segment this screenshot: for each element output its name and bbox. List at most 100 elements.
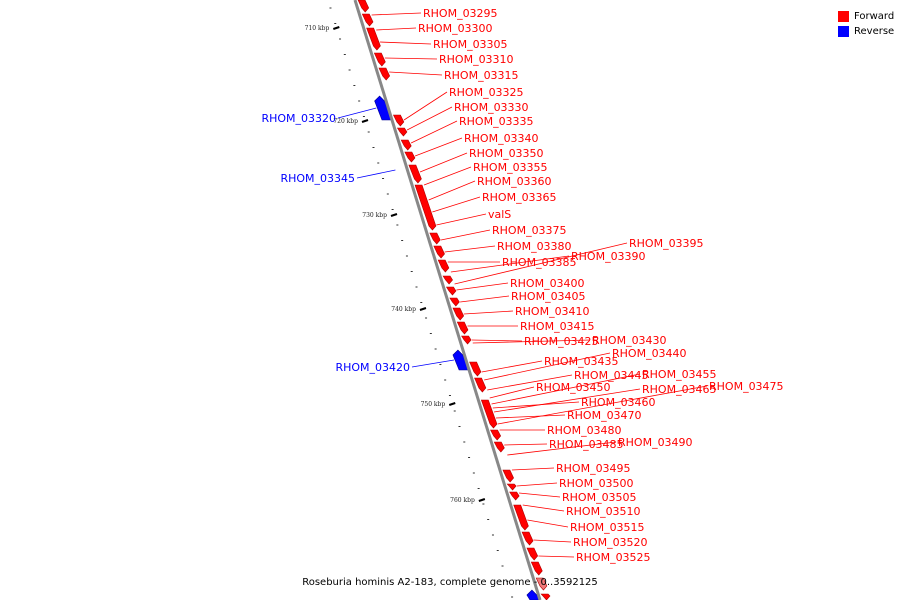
gene-label[interactable]: RHOM_03330	[454, 101, 529, 114]
forward-gene-block	[490, 429, 502, 441]
ruler-tick-label: 760 kbp	[450, 497, 475, 504]
gene-label[interactable]: RHOM_03430	[592, 334, 667, 347]
gene-label[interactable]: RHOM_03390	[571, 250, 646, 263]
gene-label[interactable]: RHOM_03320	[261, 112, 336, 125]
gene-label[interactable]: RHOM_03505	[562, 491, 637, 504]
forward-gene-block	[461, 335, 472, 345]
forward-gene-block	[521, 531, 534, 546]
gene-label[interactable]: RHOM_03340	[464, 132, 539, 145]
forward-gene-block	[469, 361, 482, 377]
forward-gene-block	[442, 275, 453, 285]
forward-gene-block	[509, 491, 520, 501]
gene-label[interactable]: RHOM_03350	[469, 147, 544, 160]
gene-leader-line	[518, 492, 561, 498]
gene-label[interactable]: RHOM_03410	[515, 305, 590, 318]
gene-label[interactable]: RHOM_03315	[444, 69, 519, 82]
gene-label[interactable]: RHOM_03335	[459, 115, 534, 128]
gene-label[interactable]: RHOM_03470	[567, 409, 642, 422]
gene-label[interactable]: RHOM_03435	[544, 355, 619, 368]
gene-leader-line	[454, 242, 628, 285]
gene-label[interactable]: RHOM_03300	[418, 22, 493, 35]
gene-leader-line	[522, 504, 565, 512]
gene-label[interactable]: RHOM_03490	[618, 436, 693, 449]
gene-label[interactable]: RHOM_03445	[574, 369, 649, 382]
gene-label[interactable]: RHOM_03420	[335, 361, 410, 374]
gene-leader-line	[484, 352, 611, 381]
gene-label[interactable]: RHOM_03305	[433, 38, 508, 51]
gene-label[interactable]: RHOM_03475	[709, 380, 784, 393]
gene-label[interactable]: RHOM_03455	[642, 368, 717, 381]
gene-label[interactable]: RHOM_03360	[477, 175, 552, 188]
gene-label[interactable]: RHOM_03365	[482, 191, 557, 204]
gene-label[interactable]: RHOM_03395	[629, 237, 704, 250]
forward-gene-block	[480, 399, 498, 429]
ruler-tick-label: 740 kbp	[391, 306, 416, 313]
gene-leader-line	[489, 386, 535, 399]
gene-leader-line	[423, 166, 472, 186]
reverse-swatch	[838, 26, 849, 37]
forward-gene-block	[404, 151, 416, 163]
gene-labels: RHOM_03295 RHOM_03300 RHOM_03305 RHOM_03310…	[261, 7, 783, 564]
gene-label[interactable]: RHOM_03510	[566, 505, 641, 518]
gene-label[interactable]: valS	[488, 208, 511, 221]
gene-leader-line	[463, 310, 514, 315]
forward-swatch	[838, 11, 849, 22]
gene-leader-line	[411, 359, 455, 368]
gene-blocks	[357, 0, 551, 600]
ruler-tick-major	[448, 402, 456, 406]
ruler-tick-label: 720 kbp	[333, 118, 358, 125]
gene-leader-line	[432, 196, 481, 213]
gene-leader-line	[444, 245, 496, 253]
gene-leader-line	[471, 339, 523, 342]
gene-leader-line	[379, 41, 432, 45]
forward-gene-block	[366, 27, 381, 51]
gene-leader-line	[481, 360, 543, 373]
gene-label[interactable]: RHOM_03520	[573, 536, 648, 549]
gene-leader-line	[491, 373, 641, 405]
gene-label[interactable]: RHOM_03525	[576, 551, 651, 564]
gene-label[interactable]: RHOM_03485	[549, 438, 624, 451]
gene-leader-line	[428, 180, 476, 201]
gene-label[interactable]: RHOM_03325	[449, 86, 524, 99]
forward-gene-block	[502, 469, 514, 483]
forward-gene-block	[400, 139, 412, 151]
forward-gene-block	[437, 259, 450, 273]
gene-label[interactable]: RHOM_03480	[547, 424, 622, 437]
forward-gene-block	[378, 67, 391, 81]
forward-gene-block	[445, 286, 457, 296]
legend: Forward Reverse	[838, 9, 894, 39]
gene-label[interactable]: RHOM_03440	[612, 347, 687, 360]
gene-label[interactable]: RHOM_03500	[559, 477, 634, 490]
gene-leader-line	[403, 91, 448, 121]
gene-leader-line	[533, 539, 572, 543]
gene-leader-line	[337, 107, 377, 119]
forward-gene-block	[449, 297, 460, 307]
forward-gene-block	[408, 164, 422, 184]
gene-label[interactable]: RHOM_03295	[423, 7, 498, 20]
gene-label[interactable]: RHOM_03310	[439, 53, 514, 66]
forward-gene-block	[493, 441, 505, 453]
forward-gene-block	[530, 561, 543, 576]
gene-label[interactable]: RHOM_03355	[473, 161, 548, 174]
gene-label[interactable]: RHOM_03345	[280, 172, 355, 185]
forward-gene-block	[452, 307, 465, 321]
gene-label[interactable]: RHOM_03415	[520, 320, 595, 333]
gene-label[interactable]: RHOM_03450	[536, 381, 611, 394]
gene-label[interactable]: RHOM_03375	[492, 224, 567, 237]
gene-leader-line	[456, 282, 509, 291]
legend-item-forward: Forward	[838, 9, 894, 24]
gene-label[interactable]: RHOM_03495	[556, 462, 631, 475]
ruler-tick-major	[478, 498, 486, 502]
gene-label[interactable]: RHOM_03425	[524, 335, 599, 348]
gene-label[interactable]: RHOM_03465	[642, 383, 717, 396]
gene-leader-line	[527, 519, 569, 528]
forward-gene-block	[513, 504, 529, 531]
gene-label[interactable]: RHOM_03460	[581, 396, 656, 409]
gene-leader-line	[410, 120, 458, 144]
gene-label[interactable]: RHOM_03385	[502, 256, 577, 269]
gene-label[interactable]: RHOM_03380	[497, 240, 572, 253]
gene-label[interactable]: RHOM_03515	[570, 521, 645, 534]
gene-label[interactable]: RHOM_03405	[511, 290, 586, 303]
gene-label[interactable]: RHOM_03400	[510, 277, 585, 290]
